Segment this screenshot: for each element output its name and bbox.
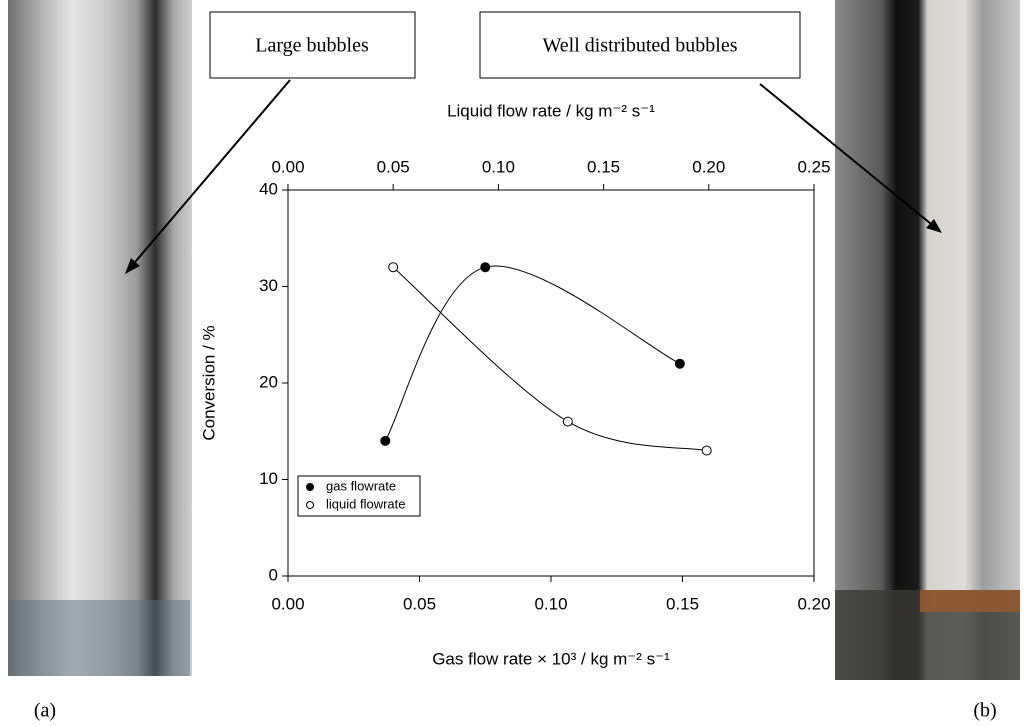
legend-label: liquid flowrate [326,496,406,511]
arrowhead [125,258,140,274]
x-tick-label: 0.10 [534,594,567,613]
y-tick-label: 20 [259,372,278,391]
arrowhead [926,219,942,233]
photo-a [8,0,192,676]
fit-curve [392,266,707,452]
panel-label: (a) [34,700,56,722]
x-axis-label: Gas flow rate × 10³ / kg m⁻² s⁻¹ [432,649,670,668]
y-tick-label: 0 [269,565,278,584]
legend-marker [306,501,314,509]
annotation: Large bubbles [255,35,369,57]
fit-curve [384,265,681,442]
legend-marker [306,483,314,491]
photo-b-rust [920,590,1020,612]
photo-b [835,0,1020,680]
x-tick-label: 0.15 [666,594,699,613]
x2-tick-label: 0.15 [587,157,620,176]
photo-a-base [10,600,190,676]
x2-tick-label: 0.05 [377,157,410,176]
data-point [701,445,712,456]
x2-tick-label: 0.00 [271,157,304,176]
arrow [129,79,291,269]
y-axis-label: Conversion / % [199,325,218,440]
annotation-box [479,11,801,79]
y-tick-label: 30 [259,276,278,295]
legend-label: gas flowrate [326,478,396,493]
annotation-box [209,11,416,79]
x-tick-label: 0.05 [403,594,436,613]
data-point [380,435,391,446]
plot-frame [287,189,815,577]
x2-tick-label: 0.10 [482,157,515,176]
panel-label: (b) [973,700,996,722]
data-point [480,262,491,273]
data-point [388,262,399,273]
data-point [674,358,685,369]
legend-box [297,475,421,517]
x2-tick-label: 0.20 [692,157,725,176]
y-tick-label: 40 [259,179,278,198]
annotation: Well distributed bubbles [542,35,737,57]
x2-tick-label: 0.25 [797,157,830,176]
x2-axis-label: Liquid flow rate / kg m⁻² s⁻¹ [447,101,655,120]
data-point [562,416,573,427]
arrow [759,83,937,229]
y-tick-label: 10 [259,469,278,488]
x-tick-label: 0.00 [271,594,304,613]
x-tick-label: 0.20 [797,594,830,613]
